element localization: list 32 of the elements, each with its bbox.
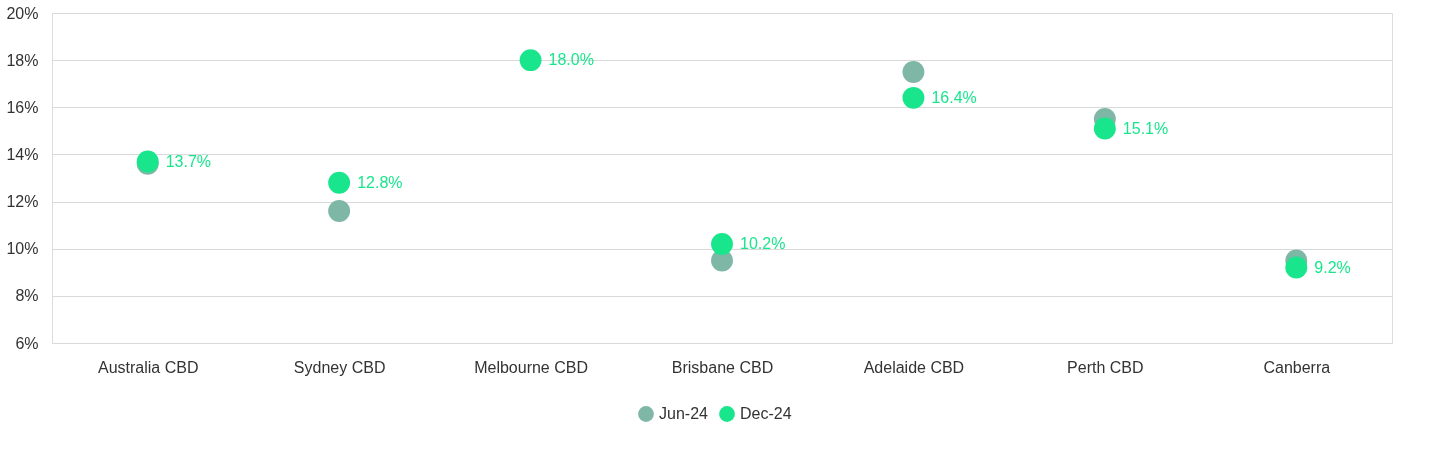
data-label: 15.1% (1122, 119, 1169, 137)
point (519, 49, 542, 72)
y-tick-label: 16% (6, 98, 39, 116)
x-tick-label: Brisbane CBD (671, 358, 774, 376)
y-tick-label: 6% (15, 334, 39, 352)
x-tick-label: Canberra (1263, 358, 1331, 376)
data-label: 10.2% (740, 235, 786, 252)
x-tick-label: Australia CBD (97, 358, 199, 376)
x-tick-label: Sydney CBD (293, 358, 386, 376)
data-label: 12.8% (357, 173, 403, 191)
y-tick-label: 10% (6, 240, 39, 258)
point (902, 61, 925, 83)
y-tick-label: 12% (6, 193, 39, 211)
y-tick-label: 14% (6, 145, 39, 163)
data-label: 18.0% (548, 51, 594, 69)
point (1093, 117, 1116, 140)
data-label: 16.4% (931, 88, 977, 106)
x-tick-label: Perth CBD (1067, 358, 1144, 376)
point (328, 200, 351, 222)
point (1285, 256, 1308, 279)
y-tick-label: 20% (6, 4, 39, 22)
point (328, 171, 351, 194)
y-tick-label: 18% (6, 51, 39, 69)
data-label: 13.7% (165, 152, 212, 170)
point (711, 233, 733, 255)
legend-label: Jun-24 (659, 405, 709, 422)
x-tick-label: Adelaide CBD (863, 358, 965, 376)
y-tick-label: 8% (15, 287, 39, 305)
data-label: 9.2% (1314, 258, 1351, 276)
legend-label: Dec-24 (740, 405, 792, 422)
point (902, 86, 925, 109)
x-tick-label: Melbourne CBD (474, 358, 588, 376)
